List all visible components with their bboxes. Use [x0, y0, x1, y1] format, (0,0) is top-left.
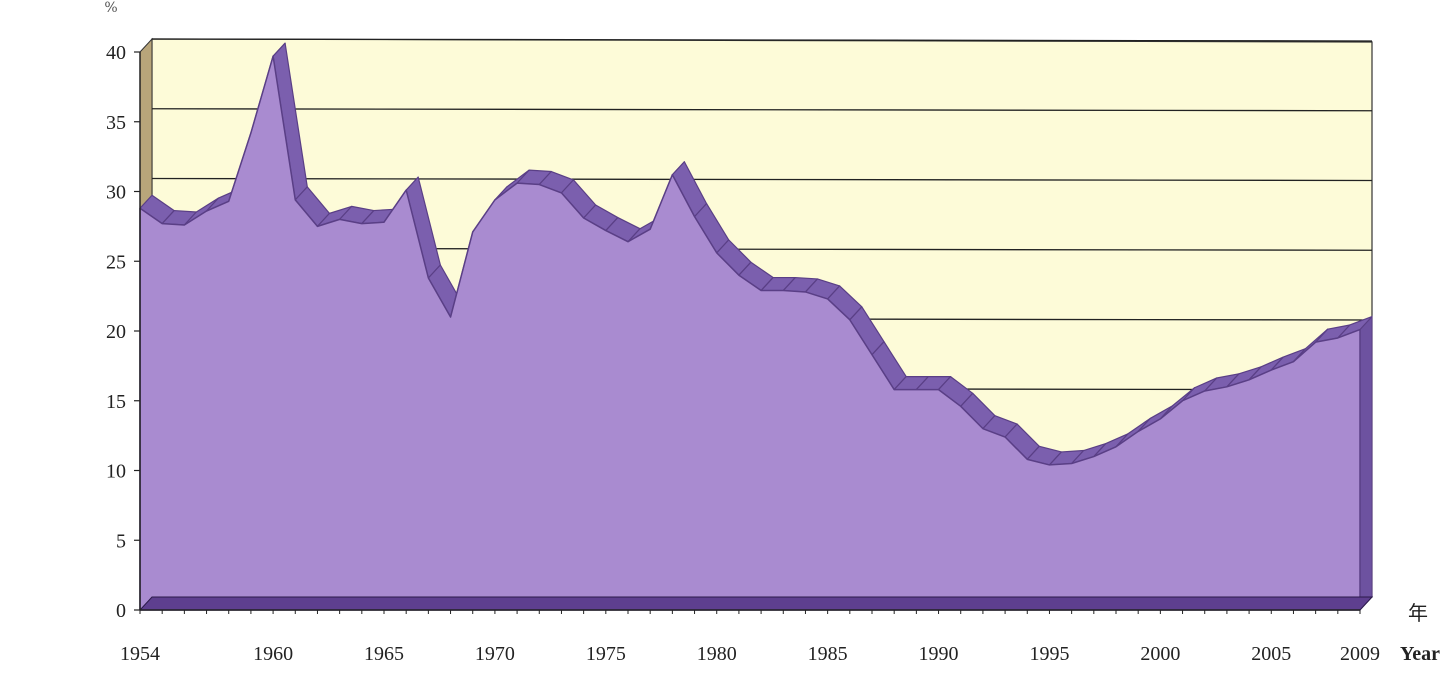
x-tick-label: 1990 — [919, 643, 959, 665]
x-tick-label: 2000 — [1140, 643, 1180, 665]
gridline — [151, 108, 1373, 112]
x-tick-label: 1980 — [697, 643, 737, 665]
y-tick-label: 0 — [116, 600, 126, 622]
area-side-face — [1359, 315, 1373, 612]
x-axis-unit-en: Year — [1400, 643, 1440, 665]
axes — [138, 52, 1374, 614]
gridline — [151, 177, 1373, 182]
x-axis-floor — [138, 596, 1374, 611]
x-axis-ticks: 1954 1960 1965 1970 1975 1980 1985 1990 1995 2000… — [120, 643, 1380, 665]
y-tick-label: 40 — [106, 42, 126, 64]
gridline — [151, 38, 1373, 42]
x-tick-label: 1975 — [586, 643, 626, 665]
y-tick-label: 30 — [106, 182, 126, 204]
x-axis-unit-cn: 年 — [1408, 602, 1428, 625]
y-tick-label: 5 — [116, 530, 126, 552]
y-tick-label: 15 — [106, 391, 126, 413]
data-area — [139, 42, 1373, 612]
y-tick-label: 25 — [106, 251, 126, 273]
x-tick-label: 1970 — [475, 643, 515, 665]
y-tick-label: 35 — [106, 112, 126, 134]
y-tick-label: 20 — [106, 321, 126, 343]
x-tick-label: 2005 — [1251, 643, 1291, 665]
y-tick-label: 10 — [106, 461, 126, 483]
x-tick-label: 1954 — [120, 643, 160, 665]
x-tick-label: 1985 — [808, 643, 848, 665]
x-tick-label: 2009 — [1340, 643, 1380, 665]
x-tick-label: 1995 — [1029, 643, 1069, 665]
x-tick-label: 1965 — [364, 643, 404, 665]
y-axis-ticks: 0 5 10 15 20 25 30 35 40 — [106, 42, 140, 622]
area-front-face — [139, 55, 1361, 611]
x-tick-label: 1960 — [253, 643, 293, 665]
y-axis-unit: % — [104, 0, 117, 16]
